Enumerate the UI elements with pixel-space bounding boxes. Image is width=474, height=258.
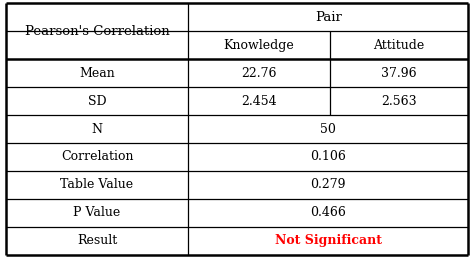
Text: 0.106: 0.106 [310, 150, 346, 164]
Text: 0.279: 0.279 [310, 179, 346, 191]
Text: 0.466: 0.466 [310, 206, 346, 220]
Text: 50: 50 [320, 123, 337, 135]
Text: 2.454: 2.454 [241, 94, 277, 108]
Text: Not Significant: Not Significant [275, 235, 382, 247]
Text: Correlation: Correlation [61, 150, 133, 164]
Text: Table Value: Table Value [61, 179, 134, 191]
Text: N: N [91, 123, 102, 135]
Text: Pair: Pair [315, 11, 342, 23]
Text: P Value: P Value [73, 206, 121, 220]
Text: 22.76: 22.76 [241, 67, 277, 79]
Text: 37.96: 37.96 [381, 67, 417, 79]
Text: Knowledge: Knowledge [224, 38, 294, 52]
Text: SD: SD [88, 94, 106, 108]
Text: Pearson's Correlation: Pearson's Correlation [25, 25, 169, 38]
Text: Attitude: Attitude [374, 38, 425, 52]
Text: Mean: Mean [79, 67, 115, 79]
Text: Result: Result [77, 235, 117, 247]
Text: 2.563: 2.563 [381, 94, 417, 108]
